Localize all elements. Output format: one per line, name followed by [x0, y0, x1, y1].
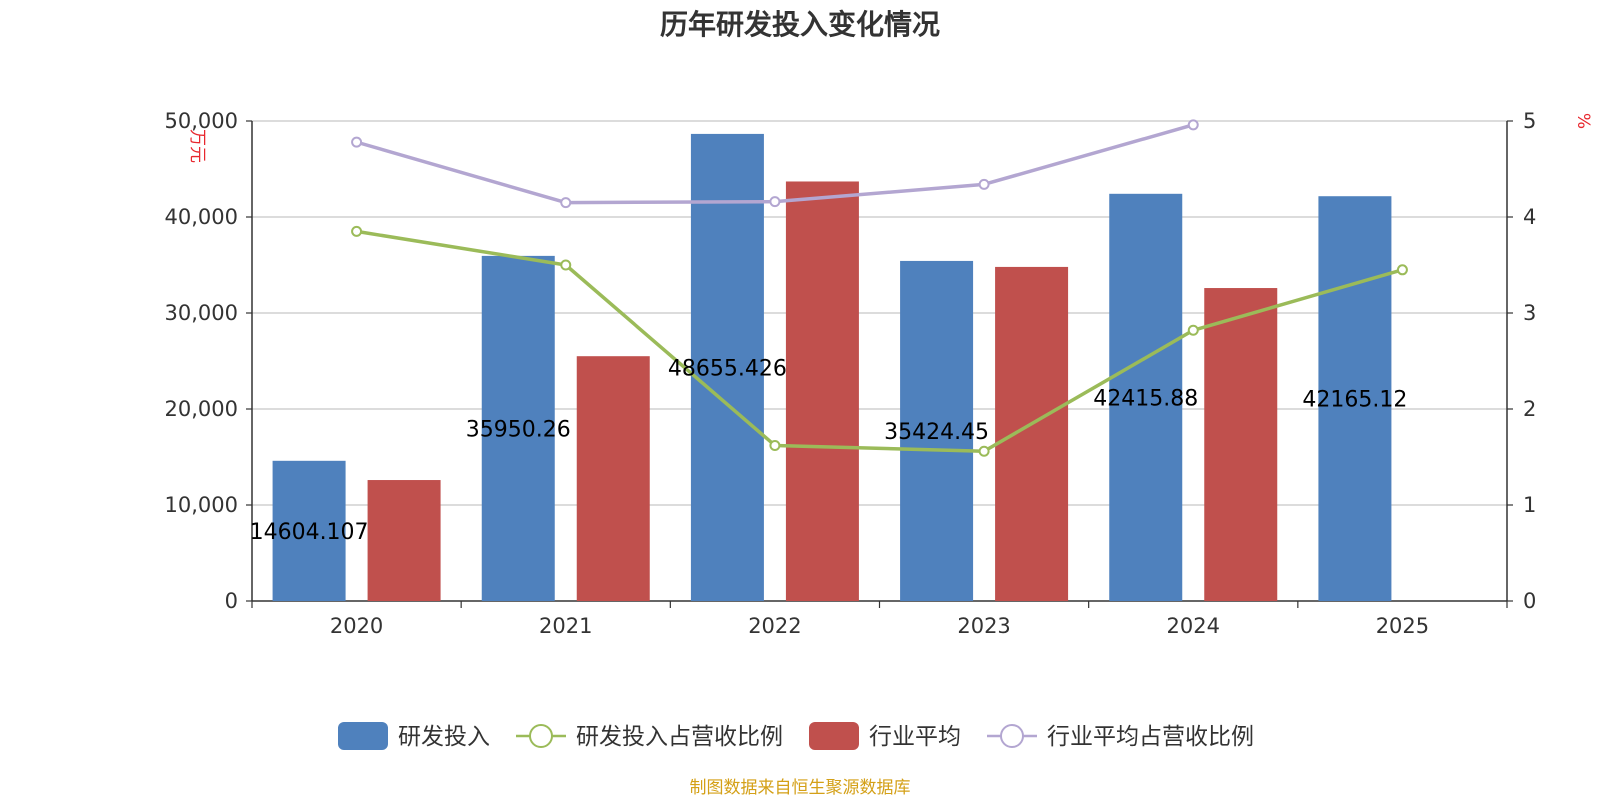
data-label: 42415.88 [1093, 386, 1198, 411]
bar [576, 356, 650, 601]
data-label: 42165.12 [1302, 388, 1407, 413]
legend-label: 行业平均占营收比例 [1047, 724, 1254, 750]
grid [252, 120, 1507, 506]
x-tick-label: 2021 [539, 614, 592, 638]
legend-label: 研发投入占营收比例 [576, 724, 783, 750]
x-tick-label: 2022 [748, 614, 801, 638]
point-marker [1396, 264, 1408, 276]
left-axis-unit: 万元 [187, 129, 207, 163]
bar [1318, 196, 1392, 601]
data-label: 48655.426 [668, 356, 787, 381]
legend-label: 行业平均 [869, 724, 961, 750]
series-line [356, 123, 1194, 205]
right-tick-label: 0 [1523, 589, 1536, 613]
series-line [356, 229, 1403, 453]
bar [1204, 288, 1278, 601]
legend-marker [1000, 724, 1024, 748]
bar [1109, 193, 1183, 601]
legend-swatch [338, 722, 388, 750]
right-tick-label: 5 [1523, 109, 1536, 133]
right-tick-label: 3 [1523, 301, 1536, 325]
legend-swatch [809, 722, 859, 750]
lines [351, 119, 1408, 457]
data-labels: 14604.107 35950.26 48655.426 35424.45 42415.… [250, 356, 1408, 544]
point-marker [978, 178, 990, 190]
left-tick-label: 40,000 [165, 205, 238, 229]
point-marker [560, 259, 572, 271]
point-marker [351, 136, 363, 148]
left-tick-label: 50,000 [165, 109, 238, 133]
left-tick-label: 0 [225, 589, 238, 613]
chart-title: 历年研发投入变化情况 [660, 8, 940, 41]
point-marker [560, 197, 572, 209]
bar [690, 133, 764, 602]
data-label: 14604.107 [250, 520, 369, 545]
right-tick-label: 4 [1523, 205, 1536, 229]
axes: 0 10,000 20,000 30,000 40,000 50,000 0 1 2 3 4 5 202… [165, 109, 1593, 638]
point-marker [1187, 324, 1199, 336]
point-marker [769, 439, 781, 451]
x-tick-label: 2020 [330, 614, 383, 638]
x-tick-label: 2023 [957, 614, 1010, 638]
bar [272, 460, 346, 601]
point-marker [769, 196, 781, 208]
bar [481, 255, 555, 601]
point-marker [978, 445, 990, 457]
x-tick-label: 2024 [1167, 614, 1220, 638]
point-marker [1187, 119, 1199, 131]
left-tick-label: 30,000 [165, 301, 238, 325]
bar [995, 266, 1069, 601]
legend: 研发投入 研发投入占营收比例 行业平均 行业平均占营收比例 [338, 722, 1254, 750]
point-marker [351, 225, 363, 237]
bar [367, 480, 441, 601]
right-axis-unit: % [1573, 113, 1593, 129]
legend-marker [529, 724, 553, 748]
source-note: 制图数据来自恒生聚源数据库 [690, 778, 911, 798]
left-tick-label: 20,000 [165, 397, 238, 421]
bars [272, 133, 1392, 602]
right-tick-label: 2 [1523, 397, 1536, 421]
data-label: 35424.45 [884, 420, 989, 445]
left-tick-label: 10,000 [165, 493, 238, 517]
data-label: 35950.26 [466, 417, 571, 442]
right-tick-label: 1 [1523, 493, 1536, 517]
x-tick-label: 2025 [1376, 614, 1429, 638]
legend-label: 研发投入 [398, 724, 490, 750]
bar [900, 260, 974, 601]
bar [785, 181, 859, 602]
